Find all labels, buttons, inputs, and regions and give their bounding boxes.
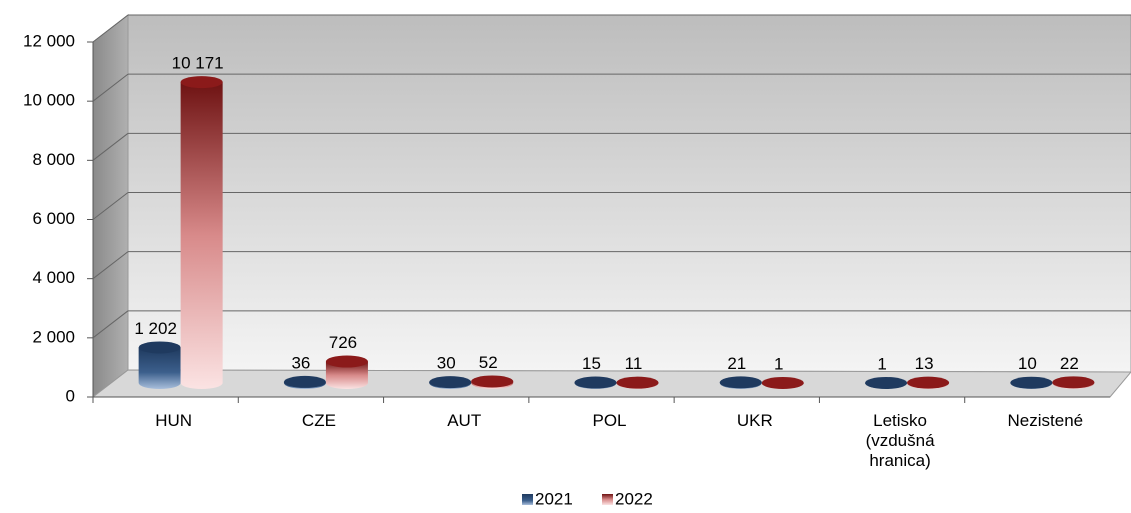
x-tick-label: CZE [301,411,336,430]
bar-top [761,376,804,389]
value-label: 11 [625,354,643,373]
y-tick-label: 8 000 [32,150,75,169]
value-label: 30 [437,354,456,373]
x-tick-label: AUT [447,411,482,430]
value-label: 1 [774,354,783,373]
value-label: 36 [291,353,310,372]
value-label: 10 171 [172,54,224,73]
bar [325,361,368,389]
bar-top [865,376,908,389]
y-tick-label: 10 000 [23,91,75,110]
grid-line [92,251,129,280]
value-label: 52 [479,353,498,372]
x-tick-label: POL [592,411,627,430]
x-tick-label: Nezistené [1007,411,1084,430]
value-label: 10 [1018,354,1037,373]
bar-top [719,376,762,389]
back-wall [127,14,1131,373]
y-tick-label: 6 000 [32,209,75,228]
x-tick-label: Letisko (vzdušná hranica) [865,411,935,470]
value-label: 726 [329,333,357,352]
grid-line [92,14,129,43]
grid-line [92,192,129,220]
bar [138,347,181,389]
bar-top [325,355,368,368]
bar-top [1010,376,1053,389]
bar-top [283,375,326,388]
grid-line [92,310,129,339]
value-label: 13 [915,354,934,373]
bar-top [907,376,950,389]
value-label: 1 202 [134,319,177,338]
x-tick-label: UKR [736,411,773,430]
bar-top [429,376,472,389]
legend-label: 2021 [535,489,573,508]
bar-top [471,375,514,388]
value-label: 1 [877,354,886,373]
grid-line [92,132,129,161]
bar-top [1052,376,1095,389]
value-label: 15 [582,354,601,373]
y-tick-label: 2 000 [32,327,75,346]
legend-label: 2022 [615,489,653,508]
y-tick-label: 12 000 [23,31,75,50]
bar [180,82,223,390]
x-tick-label: HUN [155,411,193,430]
bar-top [180,76,223,89]
bar-top [574,376,617,389]
legend-swatch [602,494,613,505]
value-label: 22 [1060,354,1079,373]
bar-top [138,341,181,354]
legend-swatch [522,494,533,505]
value-label: 21 [727,354,746,373]
bar-top [616,376,659,389]
y-tick-label: 4 000 [32,268,75,287]
y-tick-label: 0 [66,386,75,405]
grid-line [92,73,129,102]
